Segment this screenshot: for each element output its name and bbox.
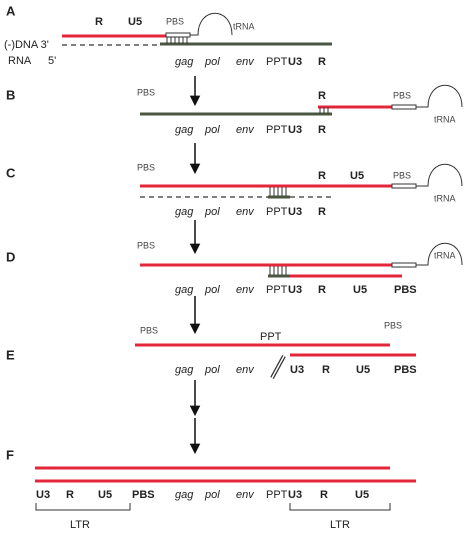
label: env (236, 364, 255, 376)
label: R (318, 206, 326, 218)
label: R (66, 489, 74, 501)
label: env (236, 124, 255, 136)
label: U3 (288, 124, 302, 136)
label: PBS (140, 325, 158, 335)
label: U5 (353, 284, 367, 296)
label: PBS (137, 162, 155, 172)
label: env (236, 284, 255, 296)
label: pol (204, 284, 220, 296)
label: U5 (98, 489, 112, 501)
label: R (318, 124, 326, 136)
label: U3 (288, 206, 302, 218)
label: gag (175, 489, 194, 501)
label: gag (175, 206, 194, 218)
label: LTR (330, 519, 350, 531)
panel-letter: D (6, 249, 15, 264)
label: gag (175, 124, 194, 136)
label: PPT (266, 284, 288, 296)
label: tRNA (434, 250, 456, 260)
label: R (95, 16, 103, 28)
label: 5' (48, 55, 56, 67)
label: U3 (36, 489, 50, 501)
label: PPT (266, 206, 288, 218)
panel-letter: C (6, 165, 16, 180)
label: R (318, 56, 326, 68)
panel-c-shapes (140, 143, 463, 199)
label: pol (204, 124, 220, 136)
label: pol (204, 364, 220, 376)
label: PPT (266, 56, 288, 68)
label: tRNA (434, 114, 456, 124)
panel-f-shapes (35, 466, 416, 511)
label: U3 (288, 489, 302, 501)
label: PBS (137, 240, 155, 250)
panel-b-shapes (140, 76, 463, 116)
label: R (322, 364, 330, 376)
label: PPT (266, 489, 288, 501)
label: R (318, 284, 326, 296)
label: U3 (290, 364, 304, 376)
label: env (236, 206, 255, 218)
label: pol (204, 489, 220, 501)
label: pol (204, 56, 220, 68)
label: gag (175, 284, 194, 296)
label: gag (175, 56, 194, 68)
label: gag (175, 364, 194, 376)
label: LTR (70, 519, 90, 531)
label: R (318, 90, 326, 102)
label: (-)DNA 3' (4, 39, 49, 51)
label: env (236, 56, 255, 68)
panel-letter: F (6, 447, 14, 462)
label: tRNA (434, 193, 456, 203)
panel-letter: E (6, 347, 15, 362)
label: env (236, 489, 255, 501)
label: tRNA (233, 21, 255, 31)
label: PBS (394, 284, 417, 296)
panel-e-shapes (135, 296, 416, 455)
label: U5 (355, 489, 369, 501)
label: PPT (260, 331, 282, 343)
label: PBS (132, 489, 155, 501)
label: PBS (166, 16, 184, 26)
label: U5 (128, 16, 142, 28)
label: PBS (394, 364, 417, 376)
panel-letter: A (6, 3, 16, 18)
label: R (320, 489, 328, 501)
panel-a-shapes (62, 12, 332, 46)
panel-d-shapes (140, 220, 463, 278)
label: U5 (356, 364, 370, 376)
label: PBS (137, 87, 155, 97)
label: U3 (288, 56, 302, 68)
label: U3 (288, 284, 302, 296)
label: PBS (384, 320, 402, 330)
label: U5 (350, 170, 364, 182)
label: R (318, 170, 326, 182)
label: RNA (8, 55, 32, 67)
label: pol (204, 206, 220, 218)
label: PPT (266, 124, 288, 136)
panel-letter: B (6, 87, 15, 102)
label: PBS (393, 90, 411, 100)
label: PBS (393, 170, 411, 180)
